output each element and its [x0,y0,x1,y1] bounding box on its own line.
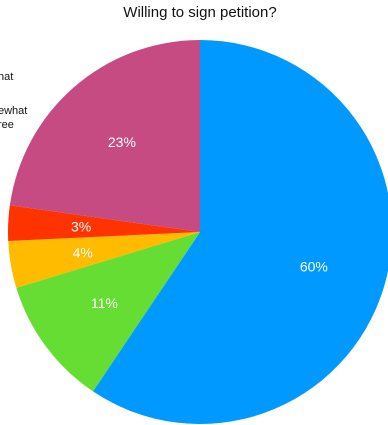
pie-slice-5 [9,39,200,232]
pie-slice-4 [8,205,201,241]
legend-entry-1: hat [0,71,13,83]
pie-value-label-1: 60% [300,259,328,275]
pie-value-label-5: 23% [108,134,136,150]
pie-slice-2 [16,232,201,392]
pie-value-label-3: 4% [73,244,93,260]
pie-value-labels: 60% 11% 4% 3% 23% [71,134,328,311]
pie-slices [8,39,388,424]
legend: hat ewhat ree [0,71,27,131]
chart-title: Willing to sign petition? [123,4,277,21]
pie-slice-3 [8,232,201,288]
pie-value-label-4: 3% [71,218,91,234]
pie-slice-1 [93,40,388,424]
legend-entry-3: ree [0,119,14,131]
pie-value-label-2: 11% [91,295,118,311]
legend-entry-2: ewhat [0,105,27,117]
